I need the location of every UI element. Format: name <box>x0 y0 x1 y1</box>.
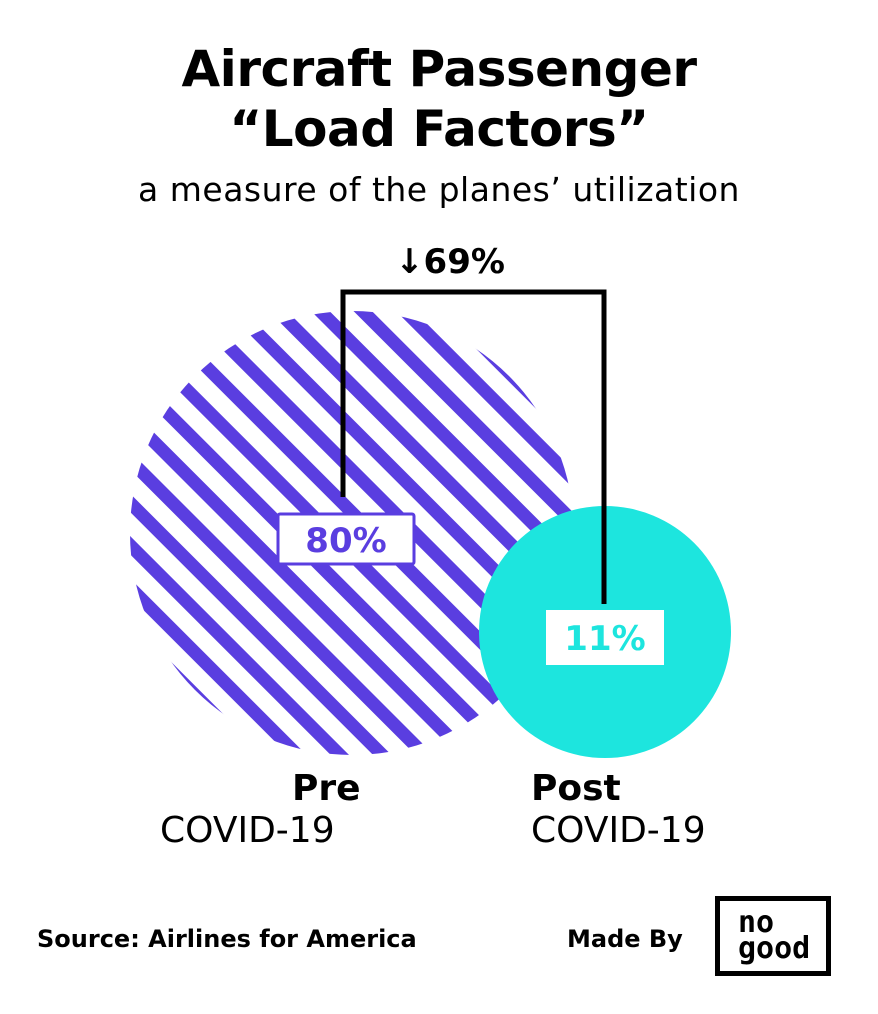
nogood-logo: no good <box>715 896 831 976</box>
value-label-post: 11% <box>546 610 664 665</box>
pre-sub-label: COVID-19 <box>160 810 335 851</box>
chart-title-line2: “Load Factors” <box>229 100 649 158</box>
chart-title-line1: Aircraft Passenger <box>181 40 697 98</box>
value-label-pre: 80% <box>276 512 416 566</box>
source-note: Source: Airlines for America <box>37 925 417 953</box>
change-bracket <box>340 289 607 604</box>
made-by-label: Made By <box>567 925 683 953</box>
logo-line2: good <box>738 931 811 966</box>
change-label: ↓69% <box>395 242 505 282</box>
post-sub-label: COVID-19 <box>531 810 706 851</box>
value-text-post: 11% <box>564 619 645 659</box>
logo-line1: no <box>738 905 775 940</box>
post-label: Post <box>531 768 621 809</box>
category-label-pre: Pre <box>292 768 361 810</box>
category-label-post: Post <box>531 768 621 810</box>
chart-subtitle: a measure of the planes’ utilization <box>138 170 740 209</box>
category-sub-post: COVID-19 <box>531 810 706 852</box>
pre-label: Pre <box>292 768 361 809</box>
category-sub-pre: COVID-19 <box>160 810 335 852</box>
value-text-pre: 80% <box>305 521 386 561</box>
